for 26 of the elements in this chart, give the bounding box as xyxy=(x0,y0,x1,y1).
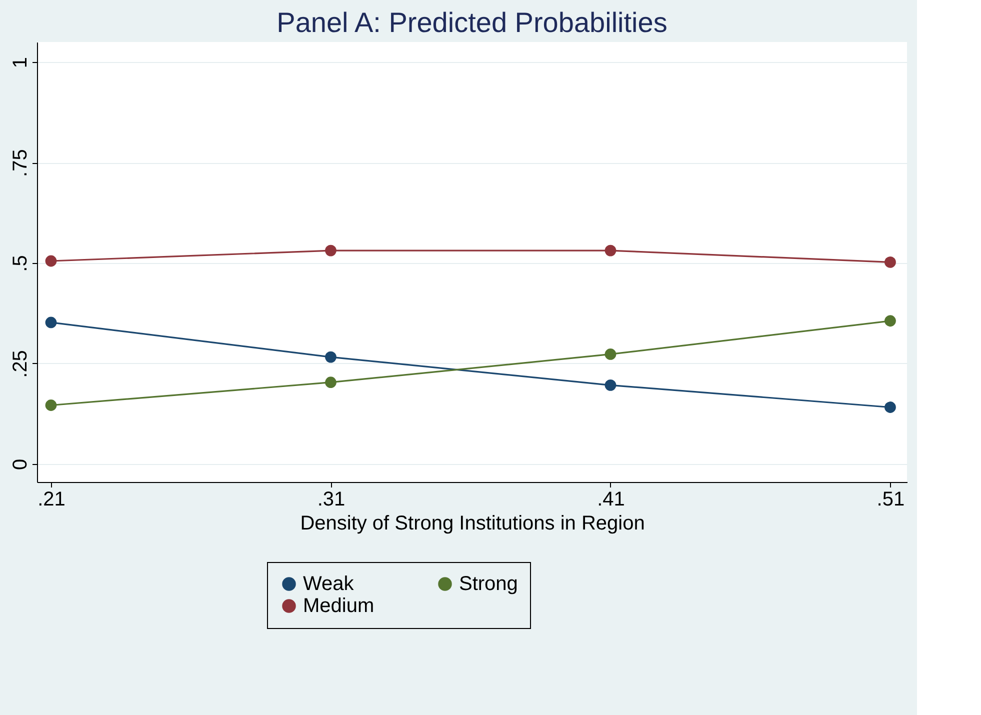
point xyxy=(45,255,57,267)
chart-title: Panel A: Predicted Probabilities xyxy=(276,7,668,38)
y-tick-label: 0 xyxy=(10,458,32,470)
x-tick-label: .41 xyxy=(597,488,625,510)
legend-label: Weak xyxy=(303,573,355,595)
x-tick-label: .31 xyxy=(317,488,346,510)
point xyxy=(325,244,336,256)
point xyxy=(45,316,57,328)
y-tick-label: .5 xyxy=(10,255,32,272)
x-axis-title: Density of Strong Institutions in Region xyxy=(300,512,645,534)
x-tick-label: .51 xyxy=(876,488,905,510)
point xyxy=(604,244,616,256)
y-tick-label: .75 xyxy=(10,149,32,177)
legend-label: Medium xyxy=(303,595,374,617)
y-tick-label: 1 xyxy=(10,57,32,68)
point xyxy=(45,400,57,411)
point xyxy=(884,256,896,268)
point xyxy=(884,402,896,413)
point xyxy=(325,351,336,363)
point xyxy=(884,315,896,327)
x-tick-label: .21 xyxy=(38,488,66,510)
y-tick-label: .25 xyxy=(10,350,32,378)
point xyxy=(604,379,616,391)
point xyxy=(604,348,616,360)
legend-label: Strong xyxy=(459,573,518,595)
point xyxy=(325,376,336,388)
